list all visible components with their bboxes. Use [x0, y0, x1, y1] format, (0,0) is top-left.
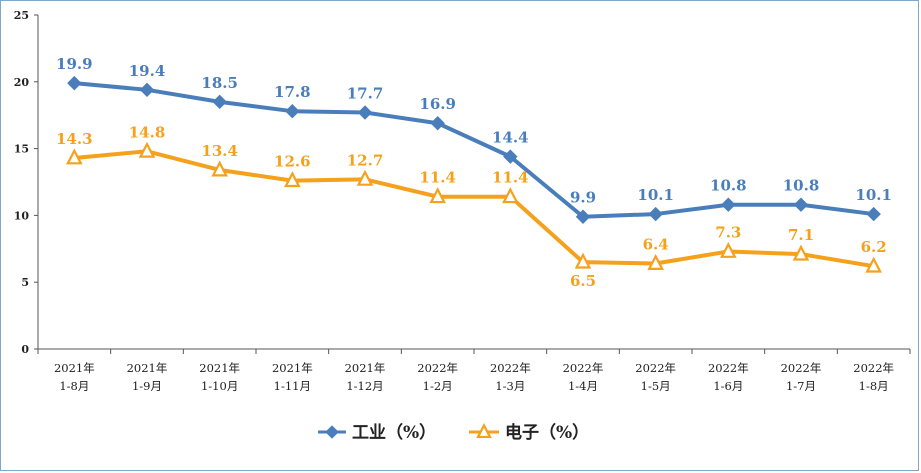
data-point-triangle: [502, 187, 519, 204]
data-label: 11.4: [419, 169, 456, 187]
x-tick-label-period: 1-3月: [495, 379, 525, 393]
data-point-triangle: [211, 160, 228, 177]
data-label: 10.1: [855, 186, 892, 204]
x-tick-label-year: 2021年: [199, 361, 240, 375]
data-label: 17.7: [347, 85, 384, 103]
x-tick-label-year: 2021年: [345, 361, 386, 375]
data-point-triangle: [429, 187, 446, 204]
data-point-diamond: [212, 94, 227, 110]
x-tick-label-period: 1-4月: [568, 379, 598, 393]
x-tick-label-year: 2022年: [563, 361, 604, 375]
x-tick-label-period: 1-8月: [859, 379, 889, 393]
legend-label-1: 电子（%）: [505, 422, 589, 443]
data-point-triangle: [647, 253, 664, 270]
y-tick-label: 0: [21, 343, 29, 356]
series-layer: [66, 75, 882, 273]
data-point-triangle: [356, 169, 374, 186]
data-label: 11.4: [492, 169, 529, 187]
legend-label-0: 工业（%）: [352, 422, 436, 443]
data-label: 18.5: [201, 74, 238, 92]
data-point-triangle: [284, 171, 301, 188]
series-line-1: [74, 149, 874, 269]
x-tick-label-year: 2022年: [635, 361, 676, 375]
y-tick-label: 5: [21, 276, 29, 289]
x-tick-label-period: 1-2月: [423, 379, 453, 393]
data-point-diamond: [357, 105, 373, 120]
data-point-triangle: [792, 244, 810, 261]
data-label: 14.3: [56, 130, 93, 148]
x-tick-label-year: 2021年: [54, 361, 95, 375]
data-label: 6.4: [643, 235, 669, 253]
data-label: 14.4: [492, 129, 529, 147]
data-point-triangle: [720, 241, 737, 258]
x-tick-label-period: 1-7月: [786, 379, 816, 393]
data-label: 14.8: [129, 123, 166, 141]
data-label: 6.2: [861, 238, 887, 256]
data-point-triangle: [138, 141, 156, 158]
data-label: 19.9: [56, 55, 93, 73]
data-label: 7.3: [715, 223, 741, 241]
legend-marker-triangle: [476, 423, 492, 439]
data-label: 16.9: [419, 95, 456, 113]
x-tick-label-year: 2022年: [781, 361, 822, 375]
data-point-diamond: [575, 209, 591, 224]
data-point-diamond: [721, 197, 736, 212]
data-label: 6.5: [570, 272, 596, 290]
data-label: 19.4: [129, 62, 166, 80]
x-tick-label-period: 1-10月: [201, 379, 238, 393]
y-tick-label: 15: [14, 143, 29, 156]
data-label: 13.4: [201, 142, 238, 160]
data-label: 17.8: [274, 83, 311, 101]
x-tick-label-period: 1-5月: [641, 379, 671, 393]
y-tick-label: 10: [14, 209, 30, 222]
data-point-diamond: [503, 149, 518, 164]
data-label: 10.1: [637, 186, 674, 204]
y-tick-label: 25: [14, 9, 29, 22]
x-tick-label-period: 1-9月: [132, 379, 162, 393]
axes: 0 5 10 15 20 25 2021年 1-8月 2021年 1-9月 2021年 1-10月 20…: [14, 9, 911, 393]
x-tick-label-period: 1-8月: [59, 379, 89, 393]
x-tick-label-year: 2022年: [490, 361, 531, 375]
x-tick-label-year: 2022年: [853, 361, 894, 375]
data-label: 9.9: [570, 189, 596, 207]
data-point-diamond: [648, 206, 663, 222]
data-label: 10.8: [710, 177, 747, 195]
x-tick-label-year: 2021年: [272, 361, 313, 375]
data-point-diamond: [793, 197, 809, 212]
data-point-diamond: [430, 116, 445, 131]
data-label: 12.7: [347, 151, 384, 169]
x-tick-label-year: 2022年: [417, 361, 458, 375]
data-point-triangle: [66, 148, 83, 165]
data-point-diamond: [139, 82, 155, 98]
x-tick-label-period: 1-11月: [274, 379, 311, 393]
y-tick-label: 20: [14, 76, 30, 89]
data-point-diamond: [285, 103, 300, 119]
x-tick-label-period: 1-12月: [346, 379, 383, 393]
x-tick-label-year: 2022年: [708, 361, 749, 375]
data-point-triangle: [574, 252, 592, 269]
x-tick-label-period: 1-6月: [713, 379, 743, 393]
legend-marker-diamond: [325, 425, 339, 439]
data-label: 7.1: [788, 226, 814, 244]
data-point-triangle: [865, 256, 882, 273]
data-label: 10.8: [783, 177, 820, 195]
legend: 工业（%） 电子（%）: [318, 422, 589, 443]
data-point-diamond: [67, 75, 82, 91]
x-tick-label-year: 2021年: [127, 361, 168, 375]
data-point-diamond: [866, 206, 881, 222]
data-label: 12.6: [274, 153, 311, 171]
series-line-0: [74, 81, 874, 219]
data-labels: 19.9 19.4 18.5 17.8 17.7 16.9 14.4 9.9 10.1 10.8 1…: [56, 55, 892, 290]
